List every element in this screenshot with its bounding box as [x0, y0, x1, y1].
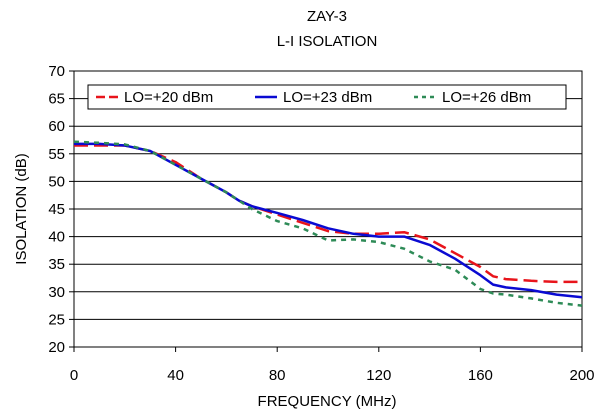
legend-label-2: LO=+23 dBm — [283, 89, 372, 106]
chart-title: ZAY-3 — [307, 8, 347, 25]
series-line-2 — [74, 142, 583, 299]
y-tick-label: 20 — [48, 339, 65, 356]
series-line-1 — [74, 144, 582, 284]
y-tick-label: 30 — [48, 284, 65, 301]
y-tick-label: 65 — [48, 91, 65, 108]
chart-subtitle: L-I ISOLATION — [277, 33, 378, 50]
x-tick-label: 0 — [70, 367, 78, 384]
legend-box — [87, 84, 567, 110]
x-tick-label: 120 — [366, 367, 391, 384]
y-tick-label: 25 — [48, 311, 65, 328]
series-group — [73, 140, 583, 307]
y-tick-label: 35 — [48, 256, 65, 273]
axis-ticks: 20 25 30 35 40 45 50 55 60 65 70 0 40 80 120 160 200 — [48, 63, 594, 384]
x-tick-label: 200 — [569, 367, 594, 384]
y-tick-label: 45 — [48, 201, 65, 218]
y-axis-title: ISOLATION (dB) — [13, 153, 30, 264]
x-tick-label: 40 — [167, 367, 184, 384]
series-line-3 — [73, 140, 583, 307]
y-tick-label: 60 — [48, 118, 65, 135]
legend: LO=+20 dBm LO=+23 dBm LO=+26 dBm — [87, 84, 567, 110]
legend-label-3: LO=+26 dBm — [442, 89, 531, 106]
y-tick-label: 55 — [48, 146, 65, 163]
y-tick-label: 50 — [48, 173, 65, 190]
x-tick-label: 160 — [468, 367, 493, 384]
x-tick-label: 80 — [269, 367, 286, 384]
y-tick-label: 40 — [48, 229, 65, 246]
y-tick-label: 70 — [48, 63, 65, 80]
legend-label-1: LO=+20 dBm — [124, 89, 213, 106]
grid-lines — [74, 70, 582, 348]
x-axis-title: FREQUENCY (MHz) — [258, 393, 397, 410]
